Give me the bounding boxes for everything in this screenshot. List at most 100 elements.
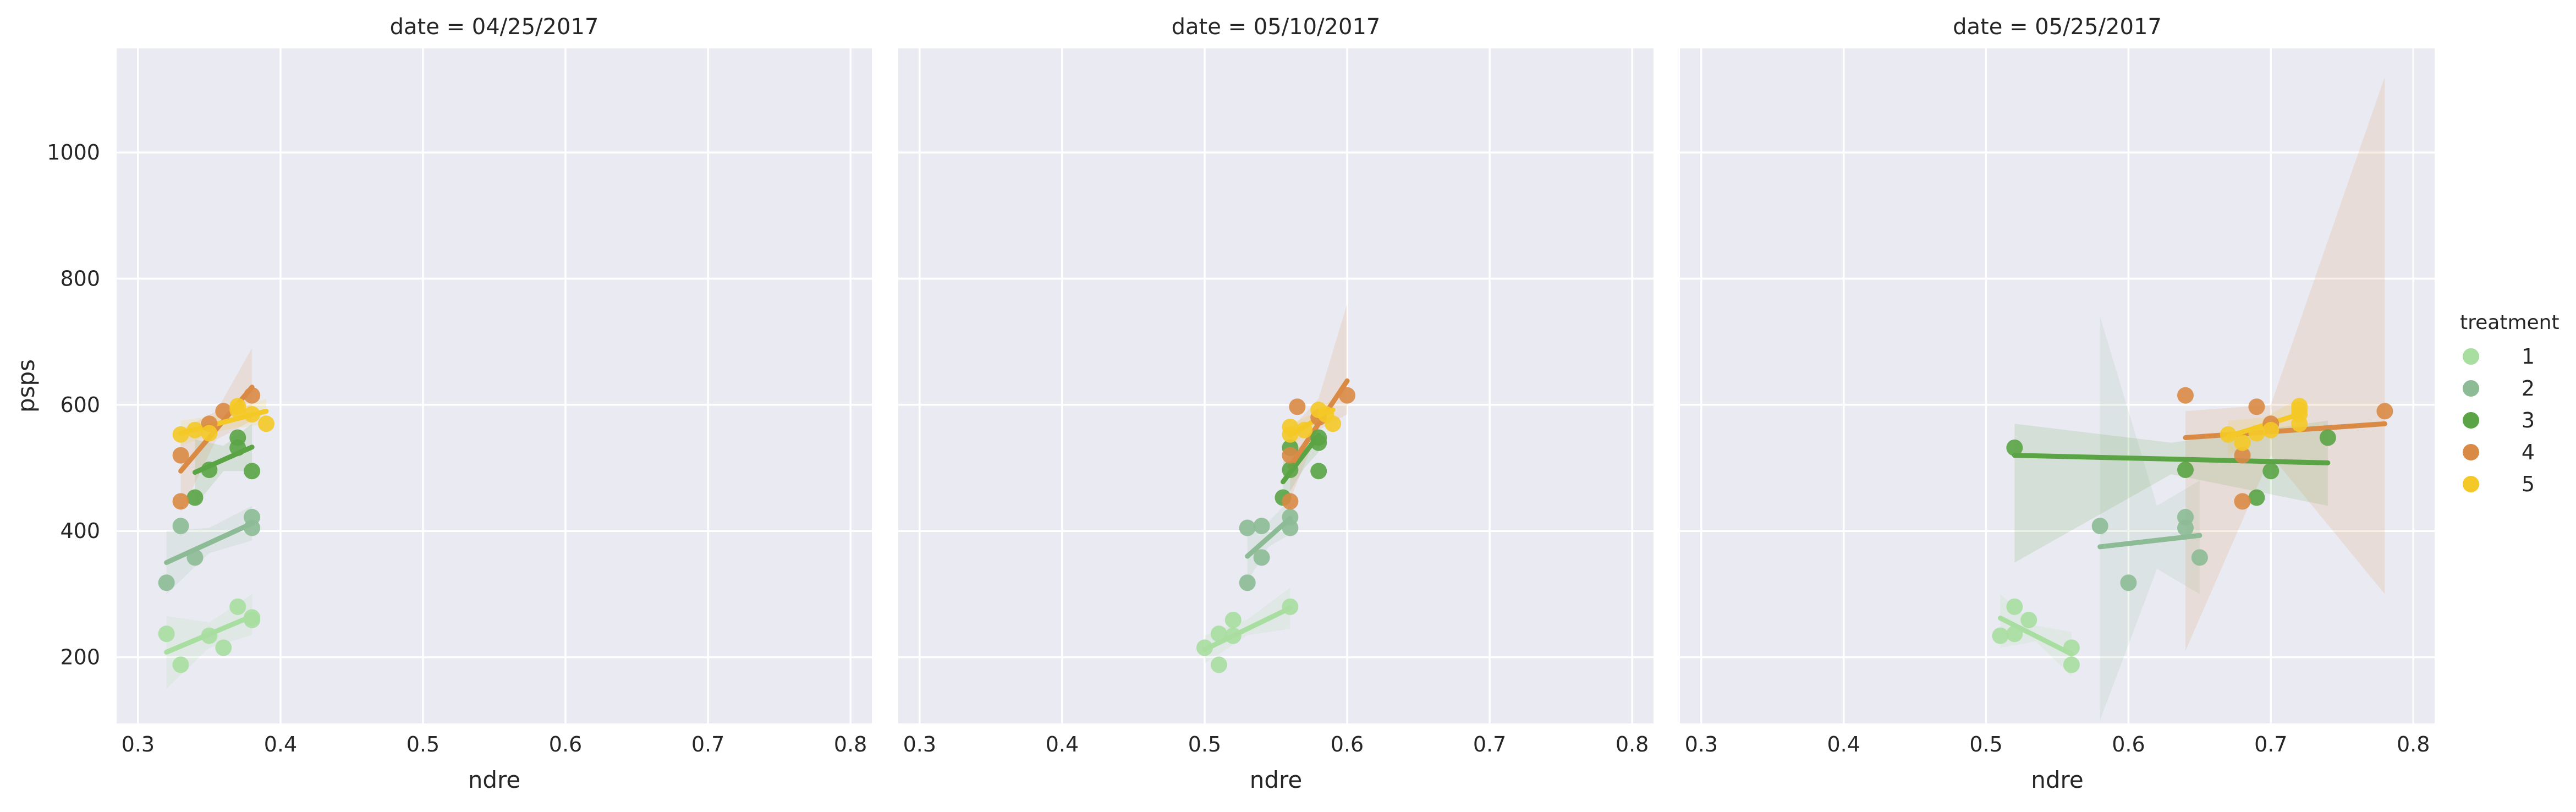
regression-line-2 [164, 520, 255, 566]
regression-line-3 [2012, 453, 2331, 465]
data-point-1 [2063, 639, 2080, 656]
data-point-1 [2020, 611, 2037, 628]
data-point-5 [186, 421, 204, 438]
data-point-1 [1210, 626, 1227, 643]
confidence-band-4 [2185, 76, 2385, 651]
data-point-1 [201, 627, 218, 644]
x-tick-label: 0.3 [1685, 732, 1718, 756]
data-point-2 [2120, 574, 2137, 591]
x-tick-label: 0.4 [264, 732, 297, 756]
regression-line-1 [1997, 615, 2074, 657]
legend-label-4: 4 [2522, 440, 2535, 464]
legend-marker-3 [2463, 412, 2479, 429]
data-point-5 [1282, 426, 1299, 443]
x-tick-label: 0.8 [2397, 732, 2430, 756]
regression-line-2 [2097, 533, 2202, 550]
data-point-5 [2291, 415, 2308, 432]
data-point-5 [201, 425, 218, 442]
regression-line-1 [1202, 605, 1293, 652]
panel-background [1680, 48, 2435, 723]
data-point-3 [229, 429, 246, 446]
data-point-1 [172, 656, 189, 673]
y-tick-label: 1000 [47, 140, 100, 164]
data-point-2 [1253, 518, 1270, 535]
x-tick-label: 0.6 [2112, 732, 2145, 756]
x-tick-label: 0.7 [1473, 732, 1506, 756]
data-point-3 [2006, 439, 2023, 456]
regression-line-4 [2183, 421, 2387, 441]
x-tick-label: 0.8 [834, 732, 867, 756]
y-tick-label: 200 [60, 645, 100, 670]
data-point-4 [1282, 447, 1299, 464]
data-point-3 [1310, 463, 1327, 480]
data-point-4 [172, 447, 189, 464]
data-point-4 [244, 387, 261, 404]
data-point-2 [172, 518, 189, 535]
data-point-1 [244, 611, 261, 628]
data-point-1 [2006, 626, 2023, 643]
data-point-3 [1310, 434, 1327, 451]
data-point-5 [1296, 421, 1313, 438]
y-axis-label: psps [13, 359, 40, 413]
data-point-1 [2063, 656, 2080, 673]
data-point-5 [1325, 415, 1342, 432]
legend-label-1: 1 [2522, 344, 2535, 369]
data-point-2 [2091, 518, 2108, 535]
data-point-4 [2177, 387, 2194, 404]
x-tick-label: 0.5 [407, 732, 440, 756]
panel-title: date = 05/10/2017 [1172, 14, 1381, 40]
y-tick-label: 400 [60, 519, 100, 543]
data-point-4 [2234, 493, 2251, 510]
x-tick-label: 0.5 [1188, 732, 1221, 756]
legend-marker-1 [2463, 348, 2479, 365]
data-point-1 [1224, 627, 1242, 644]
data-point-2 [2177, 509, 2194, 526]
data-point-5 [2248, 425, 2265, 442]
confidence-band-2 [166, 506, 252, 594]
legend-label-5: 5 [2522, 472, 2535, 496]
x-axis-label: ndre [468, 766, 520, 793]
data-point-1 [1196, 639, 1213, 656]
x-tick-label: 0.7 [691, 732, 724, 756]
x-tick-label: 0.6 [1331, 732, 1364, 756]
data-point-5 [229, 398, 246, 415]
data-point-1 [1282, 598, 1299, 615]
x-tick-label: 0.6 [549, 732, 582, 756]
data-point-1 [215, 639, 232, 656]
data-point-4 [2248, 398, 2265, 415]
data-point-4 [1339, 387, 1356, 404]
confidence-band-2 [2100, 316, 2200, 721]
data-point-2 [186, 549, 204, 566]
legend-marker-2 [2463, 380, 2479, 397]
legend-title: treatment [2460, 311, 2559, 334]
data-point-4 [2376, 403, 2393, 420]
data-point-5 [2234, 434, 2251, 451]
data-point-1 [2006, 598, 2023, 615]
data-point-5 [172, 426, 189, 443]
data-point-2 [1253, 549, 1270, 566]
confidence-band-1 [1204, 588, 1290, 664]
x-tick-label: 0.4 [1827, 732, 1860, 756]
x-tick-label: 0.7 [2254, 732, 2287, 756]
data-point-2 [1282, 509, 1299, 526]
panel-background [898, 48, 1654, 723]
data-point-2 [244, 509, 261, 526]
data-point-4 [1289, 398, 1306, 415]
data-point-3 [2177, 462, 2194, 479]
data-point-4 [215, 403, 232, 420]
x-axis-label: ndre [1250, 766, 1302, 793]
x-tick-label: 0.4 [1046, 732, 1079, 756]
data-point-3 [2248, 489, 2265, 506]
x-tick-label: 0.3 [903, 732, 936, 756]
data-point-1 [229, 598, 246, 615]
x-axis-label: ndre [2031, 766, 2083, 793]
data-point-5 [244, 406, 261, 423]
data-point-5 [2220, 426, 2237, 443]
data-point-2 [158, 574, 175, 591]
data-point-3 [244, 463, 261, 480]
x-tick-label: 0.8 [1616, 732, 1649, 756]
data-point-3 [2319, 429, 2336, 446]
data-point-1 [1992, 627, 2009, 644]
